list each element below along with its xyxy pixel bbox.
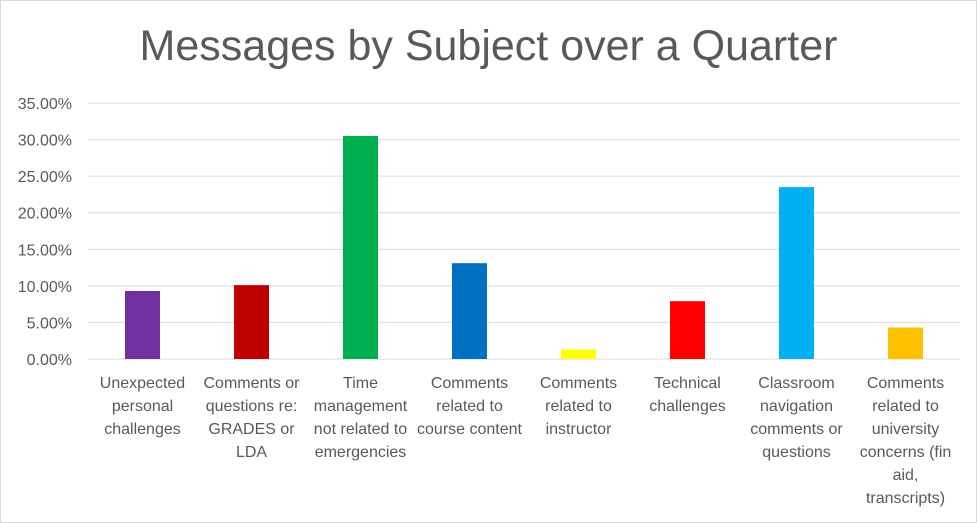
y-tick-label: 25.00%	[18, 169, 72, 186]
bar	[561, 349, 596, 359]
bar	[343, 135, 378, 359]
x-category-label: Classroom navigation comments or questio…	[750, 375, 843, 461]
y-tick-label: 35.00%	[18, 96, 72, 113]
bar	[888, 327, 923, 359]
chart-title: Messages by Subject over a Quarter	[139, 22, 838, 70]
bar	[452, 263, 487, 359]
x-category-label: Time management not related to emergenci…	[313, 375, 408, 461]
y-tick-label: 5.00%	[27, 315, 72, 332]
x-category-label: Comments related to course content	[417, 375, 522, 438]
x-category-label: Unexpected personal challenges	[99, 375, 186, 438]
x-category-label: Comments related to university concerns …	[859, 375, 952, 507]
x-category-label: Comments related to instructor	[539, 375, 618, 438]
bar	[125, 290, 160, 359]
y-tick-label: 20.00%	[18, 206, 72, 223]
bar	[779, 187, 814, 359]
y-tick-label: 10.00%	[18, 279, 72, 296]
x-category-label: Comments or questions re: GRADES or LDA	[203, 375, 300, 461]
bar	[670, 301, 705, 359]
y-tick-label: 0.00%	[27, 352, 72, 369]
bar	[234, 285, 269, 359]
y-tick-label: 15.00%	[18, 242, 72, 259]
y-tick-label: 30.00%	[18, 133, 72, 150]
x-category-label: Technical challenges	[649, 375, 726, 415]
